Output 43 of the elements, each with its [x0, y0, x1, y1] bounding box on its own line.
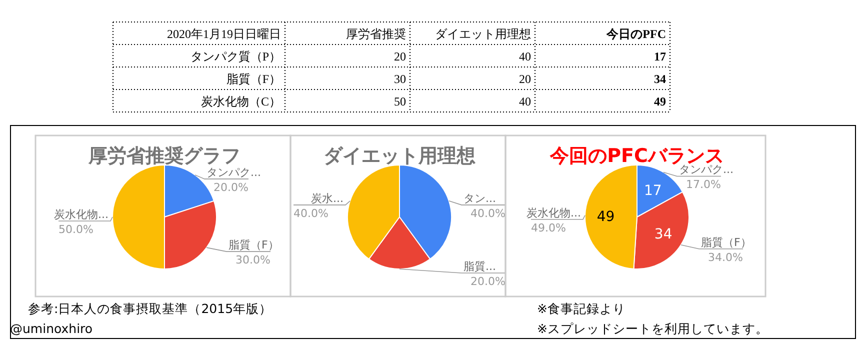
- data-label: 34.0%: [708, 250, 743, 264]
- slice-label: タンパク...: [679, 163, 734, 176]
- category-label: タンパク質（P）: [190, 50, 281, 64]
- text: ※食事記録より: [537, 301, 626, 316]
- data-label: 50: [394, 94, 406, 108]
- text: 厚労省推奨: [346, 27, 406, 41]
- data-label: 40.0%: [294, 206, 328, 220]
- data-label: 17.0%: [686, 178, 721, 192]
- category-label: 脂質（F）: [226, 72, 281, 86]
- data-label: 34: [654, 72, 666, 86]
- slice-label: 脂質（F）: [228, 238, 279, 252]
- text: @uminoxhiro: [10, 321, 93, 336]
- text: ダイエット用理想: [435, 27, 531, 41]
- slice-label: 炭水...: [311, 192, 344, 205]
- chart-title: 厚労省推奨グラフ: [88, 145, 240, 167]
- data-label: 30: [394, 72, 406, 86]
- text: 34: [654, 226, 672, 243]
- data-label: 20.0%: [214, 180, 248, 194]
- slice-label: 炭水化物...: [54, 208, 108, 221]
- slice-label: タンパク...: [206, 166, 261, 179]
- text: 49: [596, 209, 615, 226]
- chart-title: ダイエット用理想: [324, 145, 476, 167]
- data-label: 49: [654, 94, 666, 108]
- text: 2020年1月19日日曜日: [167, 27, 281, 41]
- data-label: 40.0%: [470, 206, 506, 220]
- data-label: 40: [519, 50, 531, 64]
- category-label: 炭水化物（C）: [200, 94, 281, 108]
- data-label: 50.0%: [58, 223, 94, 236]
- data-label: 30.0%: [236, 254, 270, 267]
- slice-label: 炭水化物...: [526, 206, 581, 220]
- data-label: 20: [519, 72, 531, 86]
- data-label: 17: [654, 50, 666, 64]
- slice-label: 脂質...: [464, 260, 496, 273]
- text: 17: [644, 183, 662, 200]
- data-label: 49.0%: [531, 221, 566, 234]
- slice-label: 脂質（F）: [701, 236, 752, 249]
- data-label: 40: [519, 94, 531, 108]
- text: ※スプレッドシートを利用しています。: [537, 321, 768, 336]
- data-label: 20: [394, 50, 406, 64]
- text: 今日のPFC: [606, 27, 666, 41]
- data-label: 20.0%: [470, 275, 506, 288]
- slice-label: タン...: [464, 192, 496, 205]
- text: 参考:日本人の食事摂取基準（2015年版）: [28, 301, 272, 316]
